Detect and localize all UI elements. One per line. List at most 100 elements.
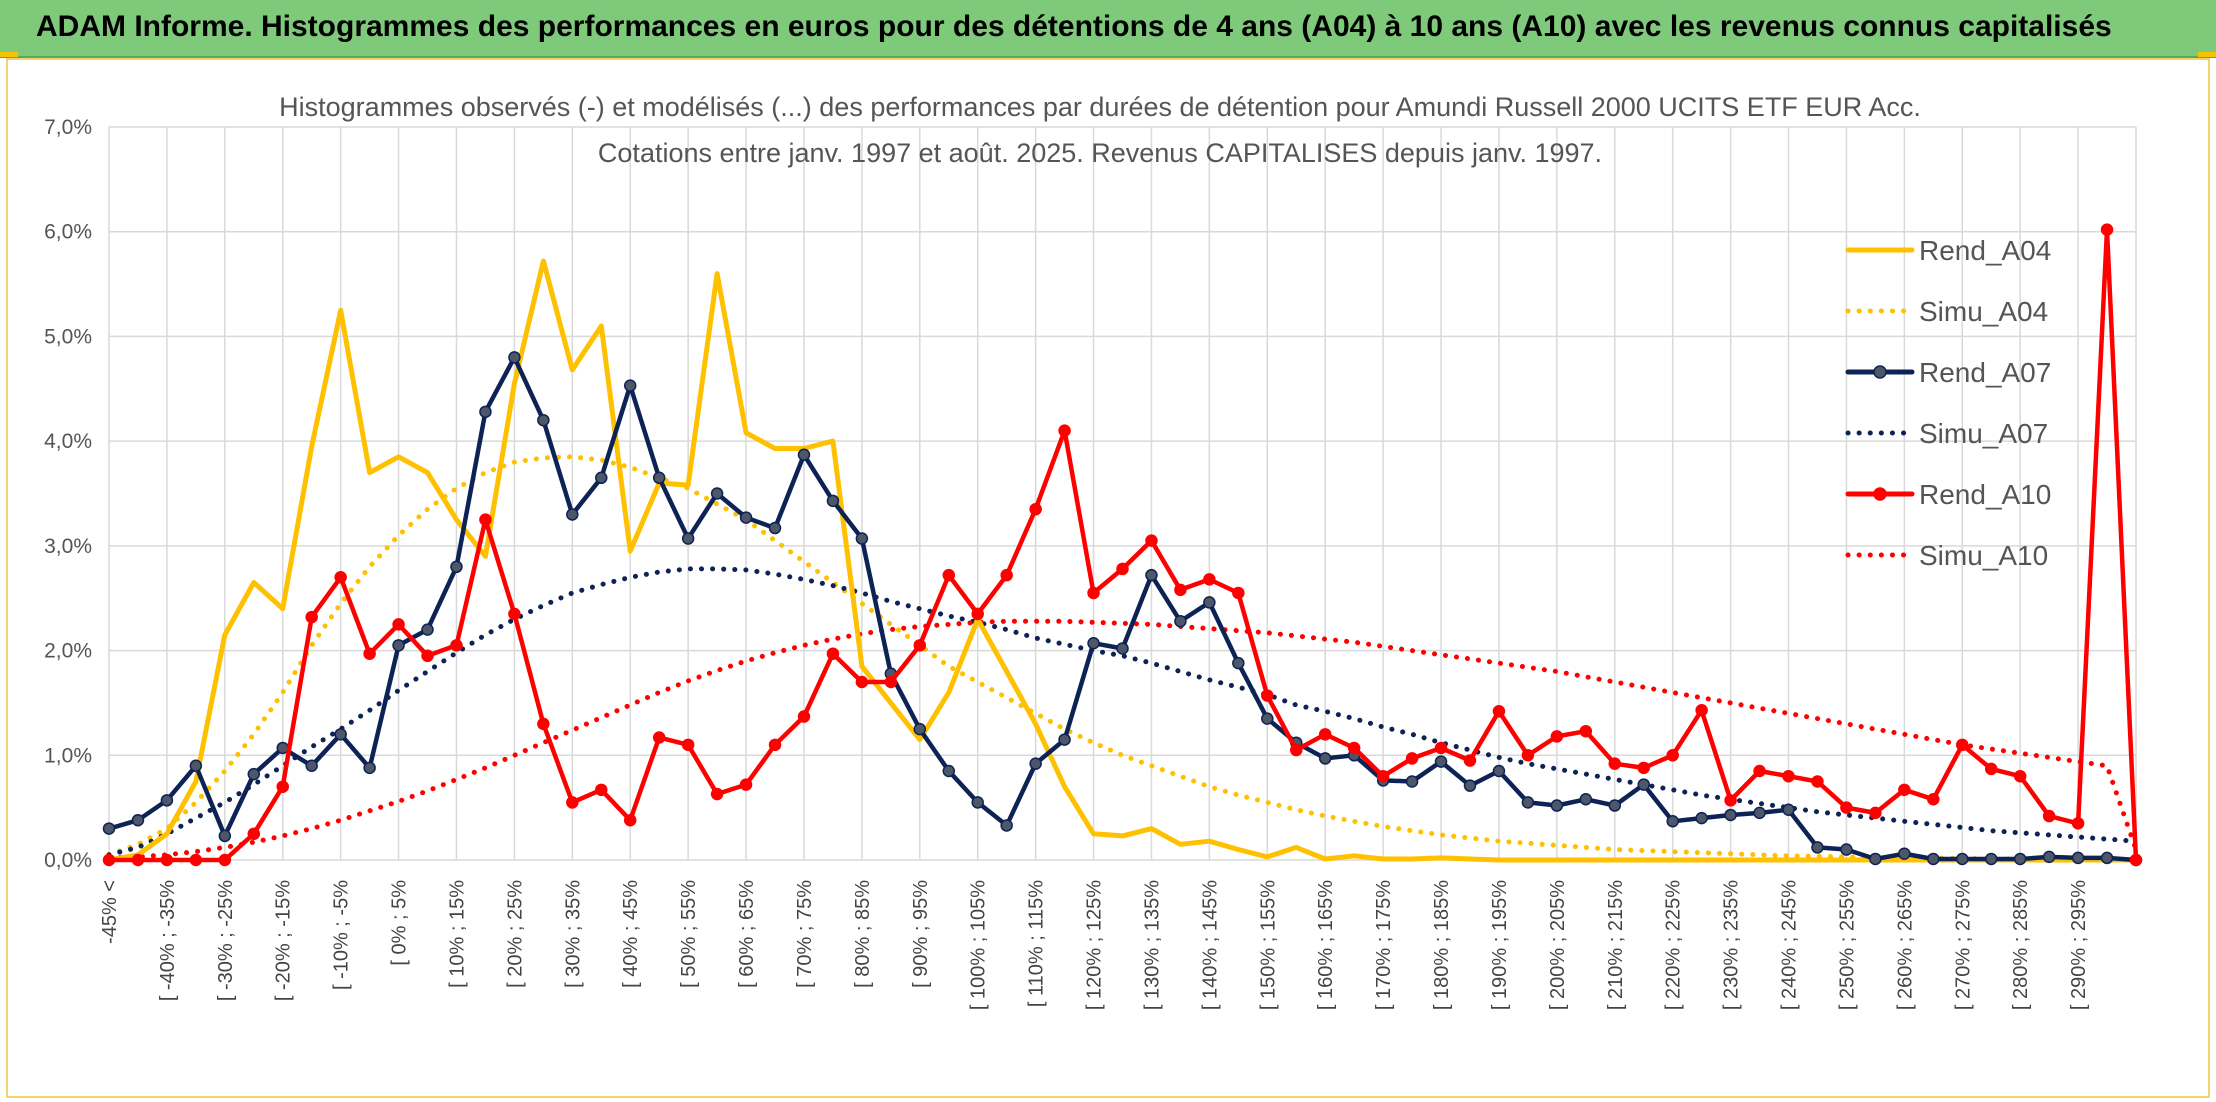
point-rend_a10 <box>1984 762 1998 776</box>
series-line-rend_a10 <box>106 227 2139 863</box>
point-rend_a10 <box>1811 775 1824 788</box>
point-rend_a10 <box>1318 728 1332 741</box>
point-rend_a10 <box>1608 757 1622 770</box>
point-rend_a07 <box>1232 656 1245 670</box>
point-rend_a07 <box>2071 851 2085 865</box>
point-rend_a07 <box>305 759 318 773</box>
point-rend_a10 <box>1550 730 1564 743</box>
point-rend_a10 <box>1261 689 1274 702</box>
x-tick-label: [ 130% ; 135% <box>1141 880 1163 1010</box>
y-tick-label: 0,0% <box>44 849 92 872</box>
point-rend_a10 <box>131 853 145 867</box>
point-rend_a10 <box>537 717 550 731</box>
point-rend_a07 <box>681 532 695 545</box>
point-rend_a07 <box>1463 779 1477 792</box>
point-rend_a10 <box>1289 743 1303 757</box>
point-rend_a10 <box>797 710 811 723</box>
point-rend_a07 <box>855 532 869 545</box>
point-rend_a07 <box>1724 808 1737 822</box>
point-rend_a10 <box>1492 705 1506 718</box>
point-rend_a07 <box>392 639 405 652</box>
x-tick-label: [ 10% ; 15% <box>446 880 468 988</box>
series-line-simu_a07 <box>106 566 2139 858</box>
point-rend_a10 <box>2042 809 2056 823</box>
point-rend_a10 <box>826 647 840 660</box>
point-rend_a10 <box>768 738 782 752</box>
point-rend_a07 <box>189 759 203 773</box>
point-rend_a10 <box>160 853 174 867</box>
x-tick-label: [ 270% ; 275% <box>1952 880 1974 1010</box>
x-tick-label: [ 190% ; 195% <box>1489 880 1511 1010</box>
point-rend_a07 <box>1608 799 1622 812</box>
point-rend_a07 <box>2100 851 2114 865</box>
y-tick-label: 5,0% <box>44 325 92 348</box>
point-rend_a07 <box>1579 793 1593 806</box>
series-lines <box>102 223 2143 867</box>
point-rend_a10 <box>392 618 405 631</box>
point-rend_a07 <box>1898 847 1911 860</box>
x-tick-label: [ 20% ; 25% <box>504 880 526 988</box>
point-rend_a07 <box>508 351 521 364</box>
point-rend_a10 <box>189 853 203 867</box>
point-rend_a10 <box>479 513 492 526</box>
x-tick-label: [ -20% ; -15% <box>273 880 295 1001</box>
point-rend_a10 <box>1666 749 1679 762</box>
point-rend_a10 <box>942 568 956 582</box>
x-tick-label: [ -10% ; -5% <box>331 880 353 990</box>
legend-label-rend_a04: Rend_A04 <box>1919 235 2051 266</box>
point-rend_a07 <box>797 448 811 462</box>
point-rend_a07 <box>971 796 984 809</box>
y-axis-ticks: 0,0% 1,0% 2,0% 3,0% 4,0% 5,0% 6,0% 7,0% <box>44 116 92 872</box>
x-tick-label: [ 230% ; 235% <box>1721 880 1743 1010</box>
y-tick-label: 2,0% <box>44 640 92 663</box>
x-tick-label: [ 140% ; 145% <box>1199 880 1221 1010</box>
point-rend_a10 <box>2071 817 2085 830</box>
point-rend_a07 <box>450 560 463 574</box>
x-tick-label: [ 250% ; 255% <box>1836 880 1858 1010</box>
point-rend_a10 <box>1637 761 1650 775</box>
point-rend_a07 <box>1927 852 1940 866</box>
point-rend_a07 <box>1318 752 1332 765</box>
page-title: ADAM Informe. Histogrammes des performan… <box>36 10 2112 43</box>
point-rend_a07 <box>1492 764 1506 778</box>
point-rend_a07 <box>160 794 174 807</box>
point-rend_a07 <box>566 508 579 521</box>
point-rend_a10 <box>913 639 927 652</box>
x-tick-label: [ 210% ; 215% <box>1605 880 1627 1010</box>
point-rend_a07 <box>595 471 608 485</box>
point-rend_a10 <box>2129 853 2143 867</box>
point-rend_a07 <box>1434 755 1448 768</box>
x-tick-label: [ -40% ; -35% <box>157 880 179 1001</box>
point-rend_a07 <box>1058 733 1071 746</box>
header-banner: ADAM Informe. Histogrammes des performan… <box>0 0 2216 58</box>
point-rend_a07 <box>247 767 261 781</box>
point-rend_a10 <box>1145 534 1158 547</box>
point-rend_a07 <box>1869 852 1882 866</box>
point-rend_a10 <box>1579 724 1593 738</box>
point-rend_a10 <box>334 571 347 584</box>
point-rend_a10 <box>247 827 261 841</box>
point-rend_a10 <box>1753 764 1766 778</box>
x-tick-label: [ 110% ; 115% <box>1026 880 1048 1007</box>
point-rend_a10 <box>1058 424 1071 437</box>
point-rend_a07 <box>1956 852 1969 866</box>
x-tick-label: [ 90% ; 95% <box>910 880 932 988</box>
point-rend_a07 <box>768 521 782 535</box>
accent-bar-right <box>2198 52 2216 57</box>
legend-label-rend_a10: Rend_A10 <box>1919 479 2051 510</box>
point-rend_a07 <box>2013 852 2027 866</box>
point-rend_a10 <box>1232 586 1245 600</box>
point-rend_a07 <box>1550 799 1564 812</box>
point-rend_a10 <box>652 731 666 744</box>
point-rend_a07 <box>913 722 927 736</box>
point-rend_a10 <box>2013 769 2027 783</box>
x-tick-label: [ 0% ; 5% <box>389 880 411 966</box>
point-rend_a07 <box>421 623 434 636</box>
point-rend_a10 <box>739 778 753 791</box>
point-rend_a10 <box>2100 223 2114 236</box>
point-rend_a07 <box>2042 850 2056 864</box>
point-rend_a10 <box>1000 568 1013 582</box>
point-rend_a07 <box>652 471 666 485</box>
legend: Rend_A04 Simu_A04 Rend_A07 Simu_A07 Rend_A10… <box>1845 235 2051 571</box>
point-rend_a07 <box>334 728 347 741</box>
